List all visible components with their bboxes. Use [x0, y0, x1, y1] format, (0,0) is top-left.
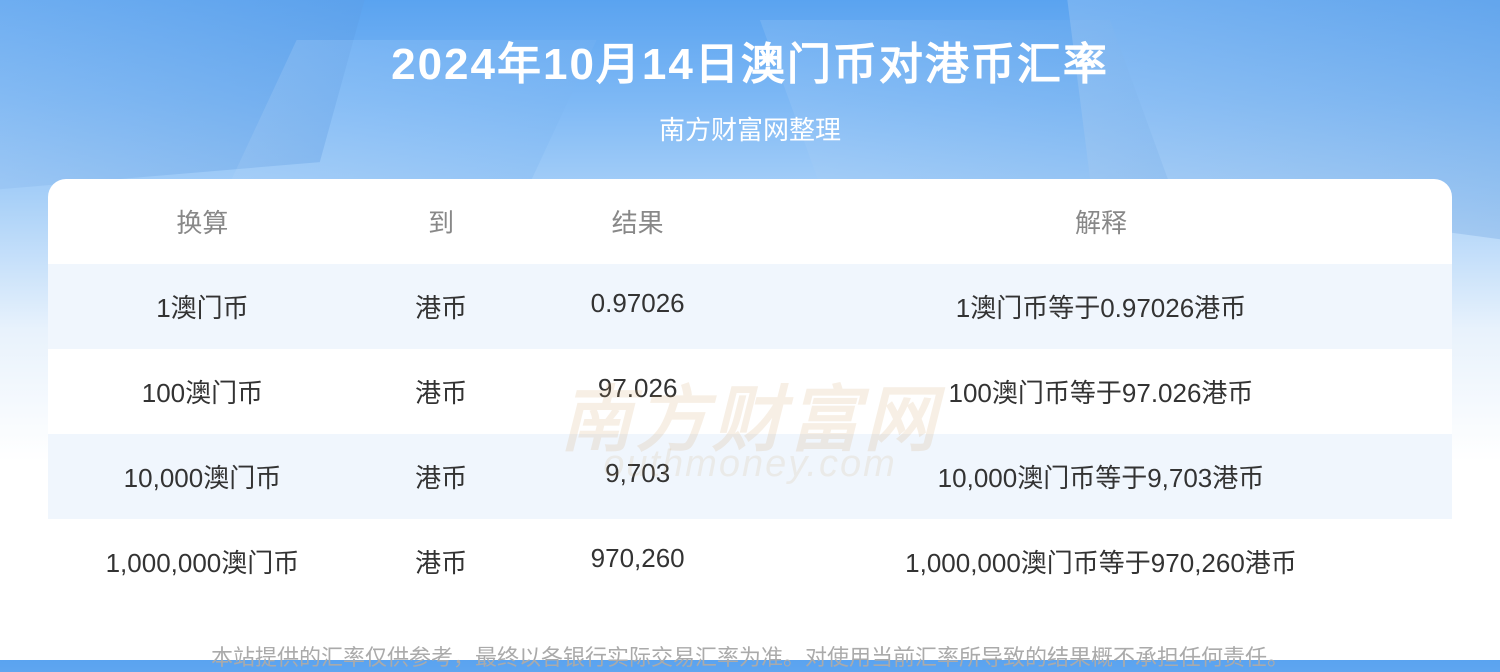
col-header-to: 到 [357, 203, 525, 240]
cell-explain: 100澳门币等于97.026港币 [750, 373, 1452, 410]
page-title: 2024年10月14日澳门币对港币汇率 [0, 28, 1500, 92]
table-row: 100澳门币 港币 97.026 100澳门币等于97.026港币 [48, 349, 1452, 434]
page-subtitle: 南方财富网整理 [0, 110, 1500, 147]
cell-explain: 10,000澳门币等于9,703港币 [750, 458, 1452, 495]
cell-explain: 1,000,000澳门币等于970,260港币 [750, 543, 1452, 580]
cell-explain: 1澳门币等于0.97026港币 [750, 288, 1452, 325]
cell-result: 9,703 [525, 458, 750, 495]
cell-result: 0.97026 [525, 288, 750, 325]
disclaimer-text: 本站提供的汇率仅供参考，最终以各银行实际交易汇率为准。对使用当前汇率所导致的结果… [0, 640, 1500, 672]
cell-convert: 100澳门币 [48, 373, 357, 410]
header: 2024年10月14日澳门币对港币汇率 南方财富网整理 [0, 0, 1500, 147]
col-header-convert: 换算 [48, 203, 357, 240]
cell-to: 港币 [357, 288, 525, 325]
cell-to: 港币 [357, 458, 525, 495]
cell-to: 港币 [357, 373, 525, 410]
table-row: 10,000澳门币 港币 9,703 10,000澳门币等于9,703港币 [48, 434, 1452, 519]
col-header-explain: 解释 [750, 203, 1452, 240]
cell-convert: 1澳门币 [48, 288, 357, 325]
table-header-row: 换算 到 结果 解释 [48, 179, 1452, 264]
cell-result: 970,260 [525, 543, 750, 580]
col-header-result: 结果 [525, 203, 750, 240]
cell-result: 97.026 [525, 373, 750, 410]
table-row: 1,000,000澳门币 港币 970,260 1,000,000澳门币等于97… [48, 519, 1452, 604]
cell-convert: 1,000,000澳门币 [48, 543, 357, 580]
cell-convert: 10,000澳门币 [48, 458, 357, 495]
rate-table: 南方财富网 outhmoney.com 换算 到 结果 解释 1澳门币 港币 0… [48, 179, 1452, 604]
table-row: 1澳门币 港币 0.97026 1澳门币等于0.97026港币 [48, 264, 1452, 349]
cell-to: 港币 [357, 543, 525, 580]
